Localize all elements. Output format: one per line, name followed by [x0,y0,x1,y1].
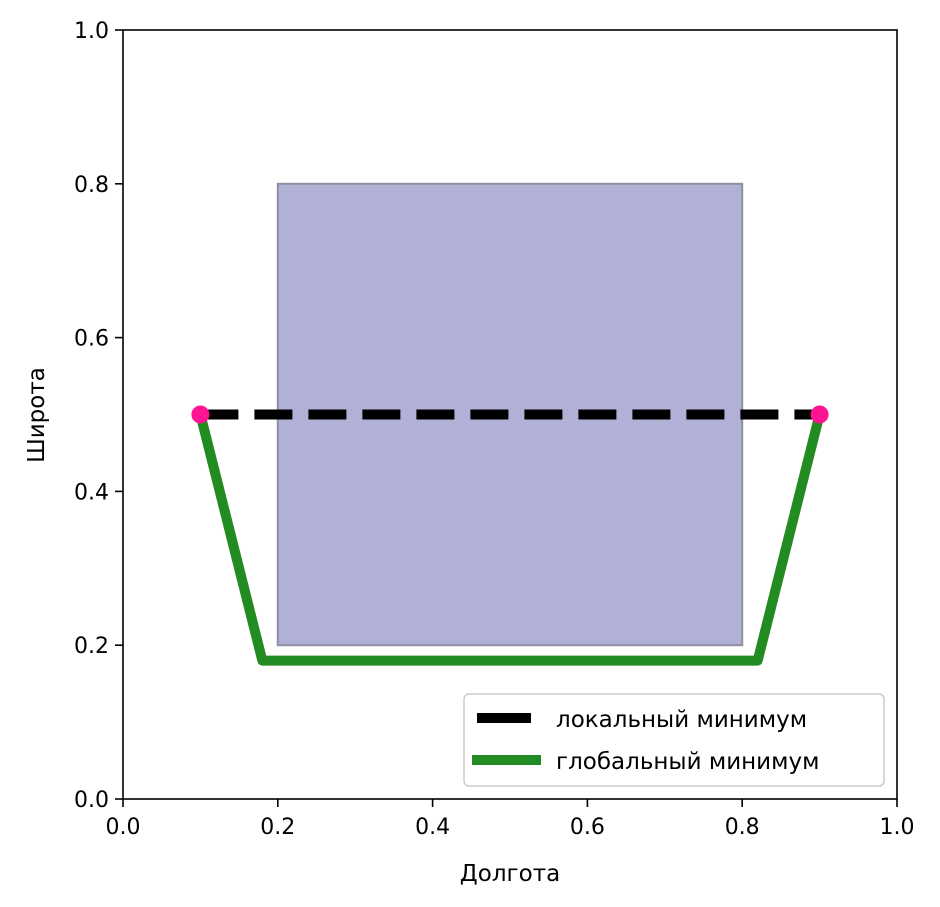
y-tick-label: 0.2 [74,634,109,659]
axes-frame [122,29,898,800]
x-tick-label: 1.0 [880,815,915,840]
obstacle-region [276,182,744,647]
y-axis-label: Широта [24,367,50,463]
x-tick-label: 0.2 [260,815,295,840]
y-tick-label: 0.8 [74,173,109,198]
x-axis-label: Долгота [460,861,560,887]
legend: локальный минимум глобальный минимум [463,693,885,787]
x-tick-label: 0.0 [106,815,141,840]
y-tick-label: 0.4 [74,480,109,505]
end-point [810,405,829,424]
axes: 0.0 0.2 0.4 0.6 0.8 1.0 0.0 0.2 0.4 0.6 0.8 1.0 [74,19,915,840]
legend-frame [463,693,885,787]
legend-label-global-minimum: глобальный минимум [556,749,819,775]
x-tick-label: 0.8 [725,815,760,840]
legend-label-local-minimum: локальный минимум [556,707,807,733]
plot-area [191,182,829,666]
start-point [191,405,210,424]
x-tick-label: 0.6 [570,815,605,840]
y-tick-label: 0.0 [74,788,109,813]
global-minimum-line [195,409,825,666]
y-tick-label: 1.0 [74,19,109,44]
x-tick-label: 0.4 [415,815,450,840]
y-tick-label: 0.6 [74,327,109,352]
